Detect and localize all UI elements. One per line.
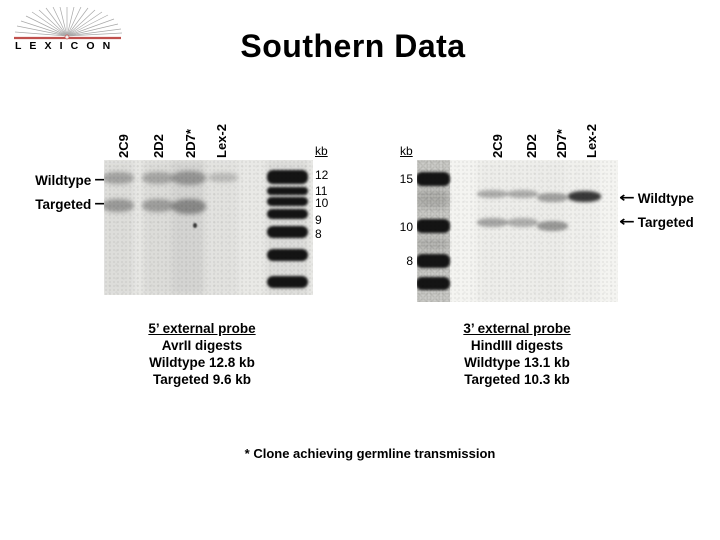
caption-wildtype-size: Wildtype 13.1 kb	[464, 355, 570, 370]
kb-mark: 15	[399, 172, 413, 186]
ladder-band	[267, 187, 308, 195]
lane-streak	[477, 160, 507, 302]
caption-right: 3’ external probe HindIII digests Wildty…	[418, 320, 616, 388]
southern-blot-right	[417, 160, 618, 302]
ladder-band	[417, 277, 450, 290]
targeted-label: Targeted	[637, 214, 694, 230]
ladder-band	[267, 249, 308, 261]
kb-mark: 8	[315, 227, 322, 241]
blot-speck	[193, 223, 197, 228]
ladder-band	[417, 254, 450, 268]
ladder-smudge	[417, 238, 449, 250]
band-wildtype	[104, 172, 134, 184]
lexicon-logo: L E X I C O N	[14, 6, 128, 52]
ladder-band	[267, 226, 308, 238]
band-wildtype	[477, 190, 508, 198]
lane-streak	[104, 160, 134, 295]
caption-wildtype-size: Wildtype 12.8 kb	[149, 355, 255, 370]
page-title: Southern Data	[240, 28, 466, 64]
ladder-band	[267, 170, 308, 184]
lane-label: 2D7*	[554, 129, 569, 158]
ladder-band	[267, 197, 308, 206]
band-targeted	[507, 218, 538, 227]
ladder-band	[417, 172, 450, 186]
lane-streak	[569, 160, 599, 302]
arrow-left-icon: ←	[618, 214, 635, 230]
kb-mark: 9	[315, 213, 322, 227]
ladder-band	[417, 219, 450, 233]
band-wildtype	[537, 193, 568, 202]
caption-probe: 5’ external probe	[148, 321, 256, 336]
southern-blot-left	[104, 160, 313, 295]
lane-streak	[507, 160, 537, 302]
lane-label: 2C9	[116, 134, 131, 158]
wildtype-label: Wildtype	[637, 190, 694, 206]
kb-header: kb	[400, 144, 413, 158]
row-label-targeted: Targeted →	[24, 196, 110, 212]
band-targeted	[172, 199, 206, 214]
row-label-wildtype: ← Wildtype	[618, 190, 717, 206]
caption-digest: HindIII digests	[470, 338, 564, 353]
kb-mark: 8	[406, 254, 413, 268]
targeted-label: Targeted	[35, 196, 92, 212]
band-wildtype	[507, 190, 538, 198]
lane-streak	[537, 160, 567, 302]
wildtype-label: Wildtype	[35, 172, 92, 188]
caption-probe: 3’ external probe	[463, 321, 571, 336]
row-label-targeted: ← Targeted	[618, 214, 717, 230]
band-targeted	[477, 218, 508, 227]
kb-mark: 10	[399, 220, 413, 234]
lane-label: 2D7*	[183, 129, 198, 158]
caption-left: 5’ external probe AvrII digests Wildtype…	[103, 320, 301, 388]
band-wildtype	[142, 172, 174, 184]
ladder-band	[267, 209, 308, 219]
lane-label: 2D2	[151, 134, 166, 158]
arrow-left-icon: ←	[618, 190, 635, 206]
logo-wordmark: L E X I C O N	[15, 40, 113, 52]
kb-mark: 11	[315, 184, 328, 198]
kb-mark: 10	[315, 196, 329, 210]
lane-label: Lex-2	[584, 124, 599, 158]
band-wildtype	[172, 171, 206, 185]
lane-streak	[208, 160, 238, 295]
caption-targeted-size: Targeted 10.3 kb	[464, 372, 570, 387]
band-targeted	[142, 199, 174, 212]
row-label-wildtype: Wildtype →	[24, 172, 110, 188]
ladder-band	[267, 276, 308, 288]
lane-label: 2D2	[524, 134, 539, 158]
band-targeted	[537, 221, 568, 231]
caption-targeted-size: Targeted 9.6 kb	[152, 372, 252, 387]
lane-label: Lex-2	[214, 124, 229, 158]
band-targeted	[104, 199, 134, 212]
footnote: * Clone achieving germline transmission	[244, 446, 496, 461]
kb-mark: 12	[315, 168, 329, 182]
lane-streak	[143, 160, 174, 295]
lane-label: 2C9	[490, 134, 505, 158]
band-wildtype	[208, 173, 238, 182]
book-fan-icon	[14, 7, 123, 40]
kb-header: kb	[315, 144, 328, 158]
lane-streak	[173, 160, 205, 295]
caption-digest: AvrII digests	[161, 338, 243, 353]
ladder-smudge	[417, 190, 449, 208]
band-wildtype	[568, 191, 601, 202]
